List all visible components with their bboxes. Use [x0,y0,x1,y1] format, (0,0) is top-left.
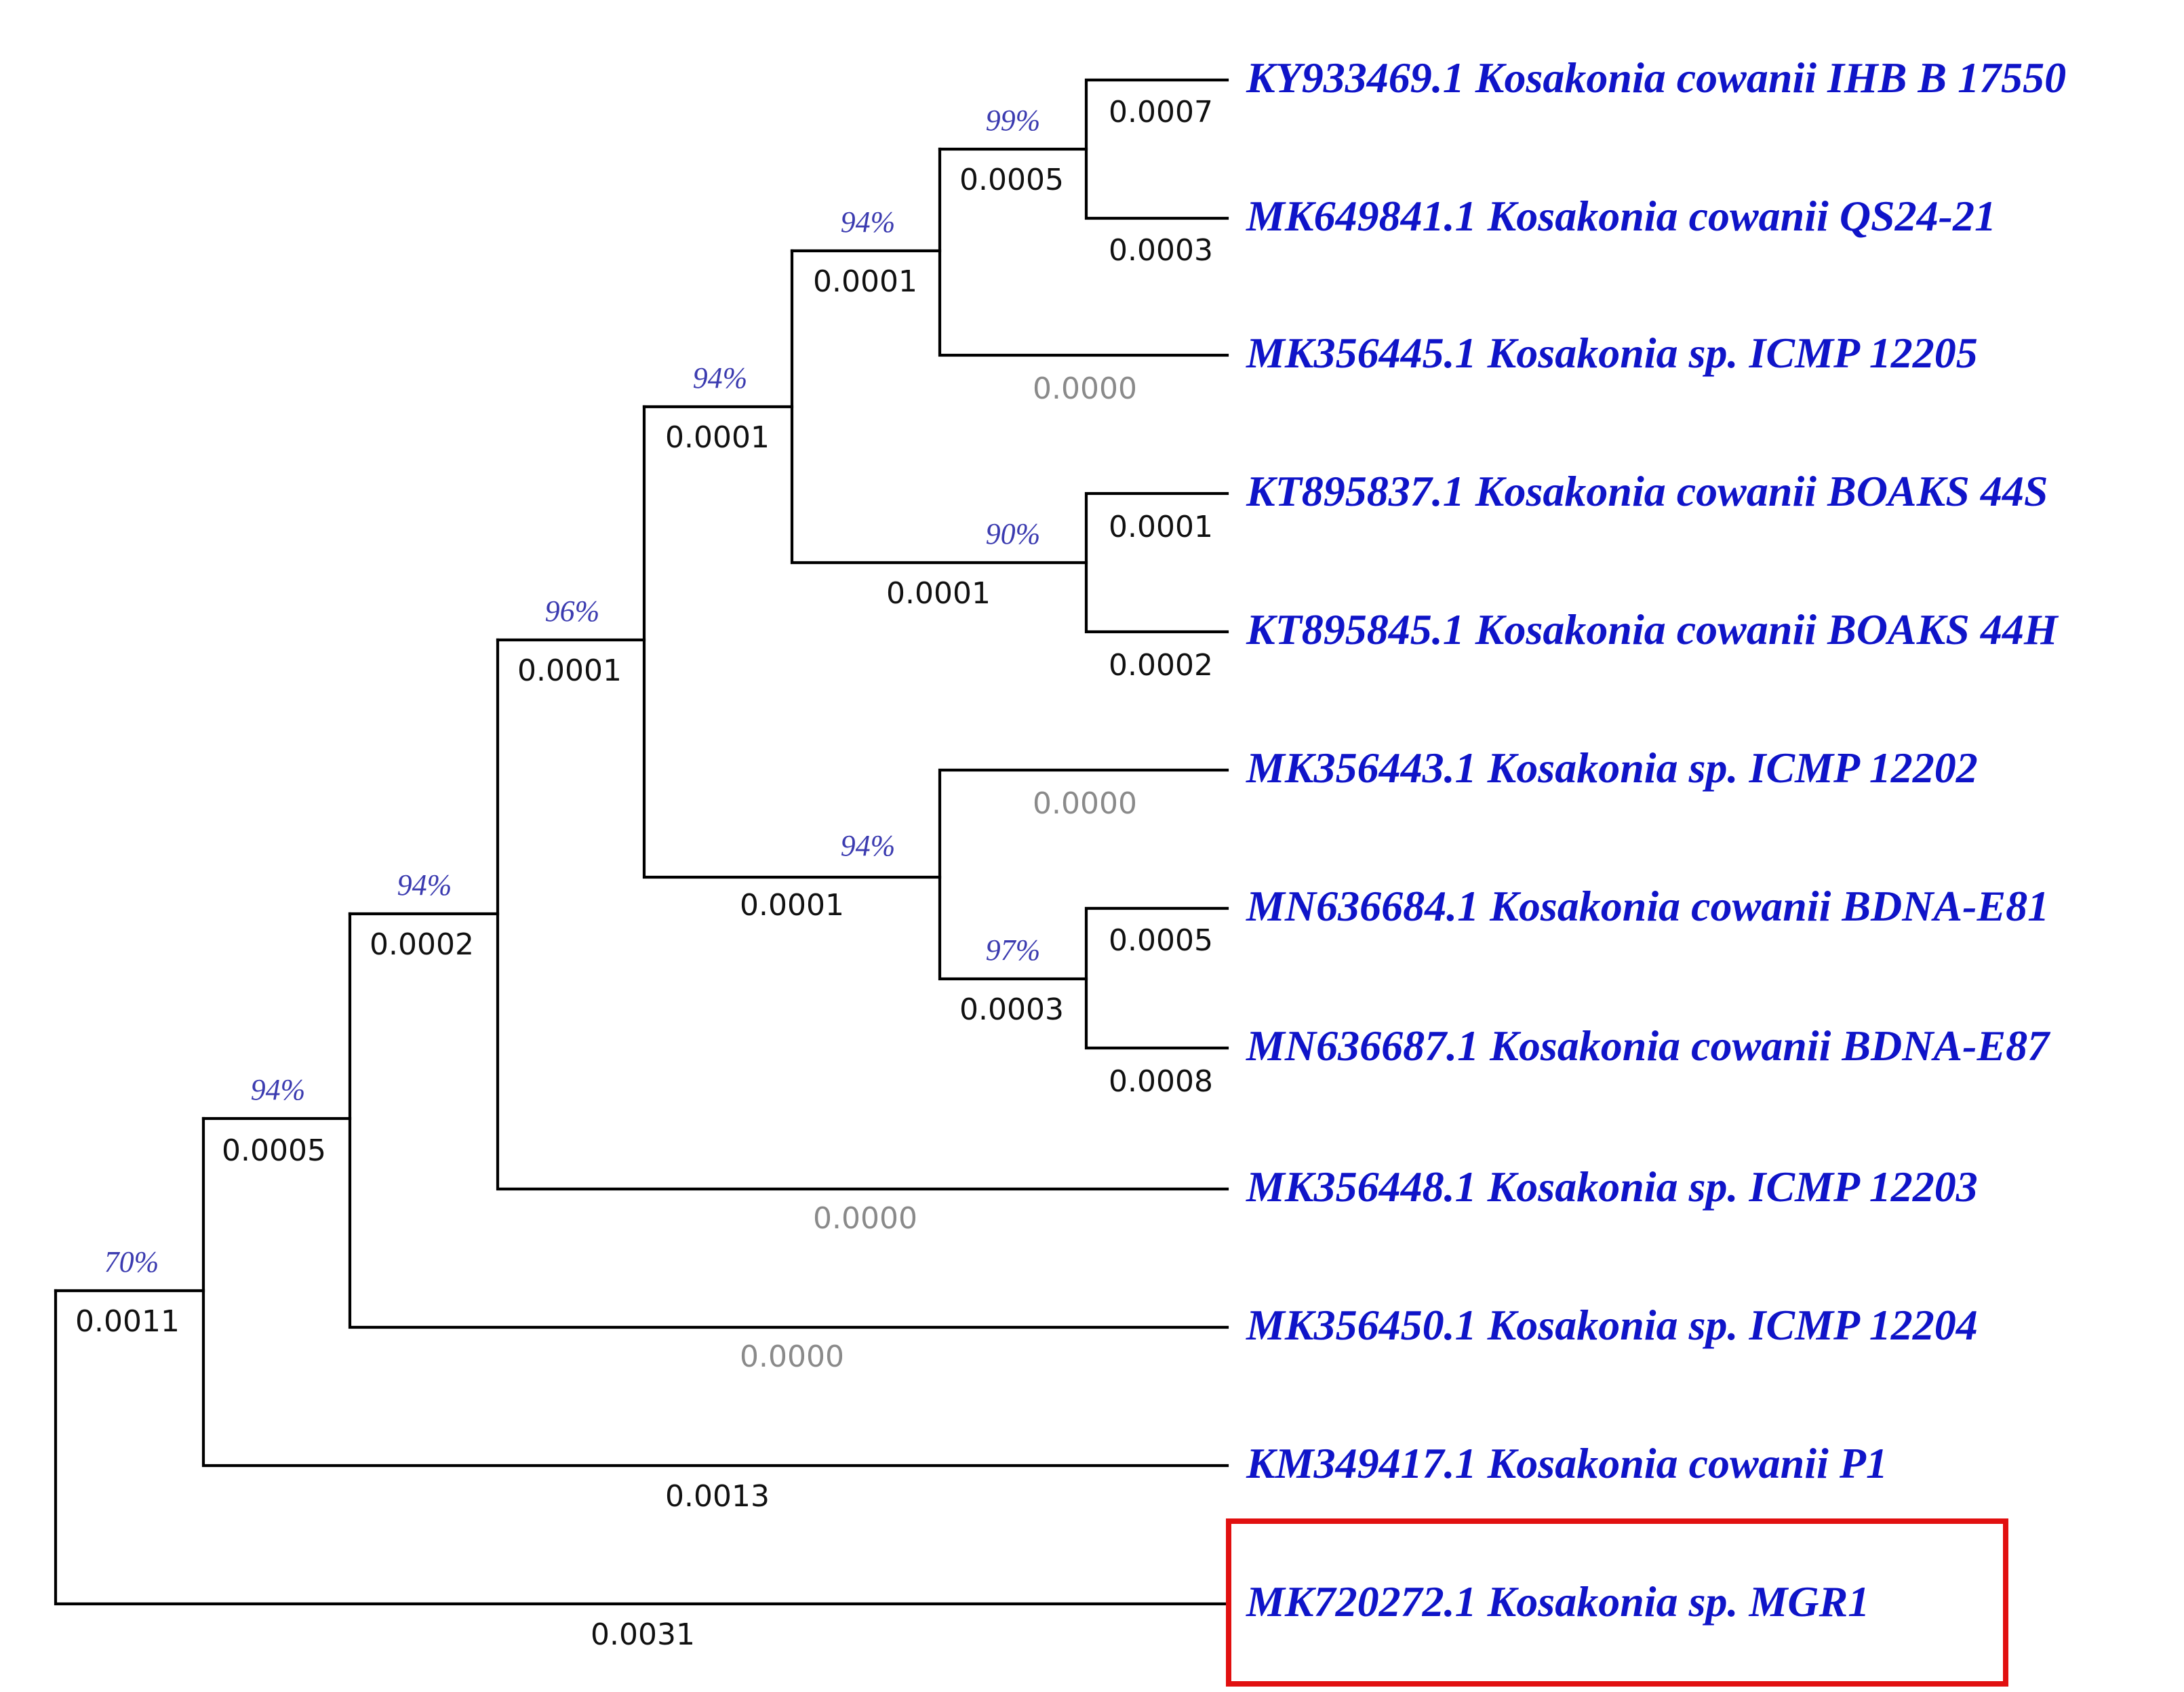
branch-n99-pair [1084,78,1229,220]
taxon-label: KT895837.1 Kosakonia cowanii BOAKS 44S [1246,467,2048,515]
branch-length-labels: 0.0007 0.0003 0.0000 0.0001 0.0002 0.000… [75,95,1213,1652]
branch-length-label: 0.0001 [740,888,844,923]
bootstrap-label: 96% [545,595,600,628]
branch-n96 [496,638,1229,1191]
taxon-label: MK356445.1 Kosakonia sp. ICMP 12205 [1246,329,1978,377]
bootstrap-label: 97% [986,933,1041,967]
bootstrap-label: 94% [693,361,748,395]
branch-length-label: 0.0031 [591,1617,695,1652]
taxon-label: KY933469.1 Kosakonia cowanii IHB B 17550 [1246,54,2066,102]
branch-length-label: 0.0013 [665,1479,770,1514]
branch-n90 [1084,491,1229,634]
taxon-label: MK356443.1 Kosakonia sp. ICMP 12202 [1246,744,1978,792]
bootstrap-label: 99% [986,104,1041,137]
branch-length-label: 0.0005 [959,163,1064,197]
taxon-labels: KY933469.1 Kosakonia cowanii IHB B 17550… [1246,54,2066,1626]
branch-length-label: 0.0000 [740,1340,844,1374]
branch-length-label: 0.0001 [886,576,991,611]
branch-root-n70 [54,1289,1229,1606]
taxon-label-highlighted: MK720272.1 Kosakonia sp. MGR1 [1246,1577,1869,1626]
bootstrap-label: 90% [986,517,1041,550]
branch-length-label: 0.0003 [1109,233,1213,268]
branch-n94d [790,249,1088,565]
branch-length-label: 0.0005 [222,1133,326,1168]
branch-length-label: 0.0007 [1109,95,1213,129]
branch-length-label: 0.0002 [370,927,474,962]
bootstrap-label: 70% [104,1245,159,1278]
bootstrap-label: 94% [397,868,452,902]
bootstrap-label: 94% [841,829,896,862]
branch-length-label: 0.0008 [1109,1064,1213,1099]
branch-length-label: 0.0000 [813,1201,917,1236]
branch-length-label: 0.0001 [813,264,917,299]
bootstrap-label: 94% [251,1073,306,1106]
branch-n99 [938,147,1229,357]
bootstrap-labels: 70% 94% 94% 96% 94% 94% 99% 90% 94% 97% [104,104,1041,1278]
taxon-label: MN636684.1 Kosakonia cowanii BDNA-E81 [1246,882,2049,930]
taxon-label: KM349417.1 Kosakonia cowanii P1 [1246,1439,1888,1487]
branch-n94a [201,1116,1229,1468]
branch-n97 [1084,906,1229,1050]
taxon-label: MK649841.1 Kosakonia cowanii QS24-21 [1246,192,1996,240]
branch-length-label: 0.0005 [1109,923,1213,958]
branch-n94e [938,768,1229,981]
branch-n94b [348,912,1229,1329]
branch-length-label: 0.0003 [959,992,1064,1027]
tree-branches [54,78,1229,1606]
highlight-box [1226,1518,2008,1687]
taxon-label: MN636687.1 Kosakonia cowanii BDNA-E87 [1246,1022,2051,1070]
taxon-label: MK356448.1 Kosakonia sp. ICMP 12203 [1246,1163,1978,1211]
branch-length-label: 0.0000 [1033,786,1137,821]
branch-length-label: 0.0000 [1033,371,1137,406]
branch-length-label: 0.0011 [75,1304,180,1339]
branch-n94c [642,405,942,879]
taxon-label: KT895845.1 Kosakonia cowanii BOAKS 44H [1246,605,2059,653]
branch-length-label: 0.0001 [517,653,622,688]
taxon-label: MK356450.1 Kosakonia sp. ICMP 12204 [1246,1301,1978,1349]
branch-length-label: 0.0001 [1109,510,1213,544]
branch-length-label: 0.0002 [1109,648,1213,683]
bootstrap-label: 94% [841,205,896,239]
branch-length-label: 0.0001 [665,420,770,455]
